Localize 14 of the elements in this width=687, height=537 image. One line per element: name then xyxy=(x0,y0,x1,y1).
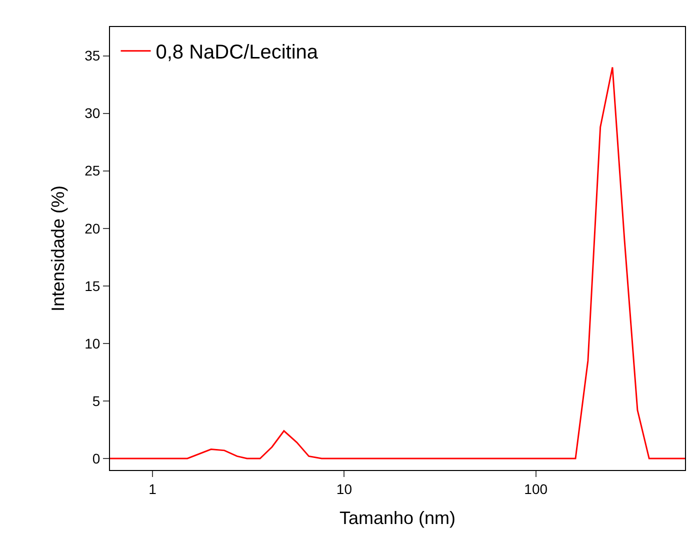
y-tick-label: 0 xyxy=(92,450,100,466)
x-tick-label: 10 xyxy=(336,480,352,497)
x-tick-label: 100 xyxy=(524,480,548,497)
y-tick-label: 25 xyxy=(84,162,100,179)
y-tick-label: 10 xyxy=(84,335,100,352)
y-tick-label: 20 xyxy=(84,220,100,236)
x-axis-title: Tamanho (nm) xyxy=(339,508,456,528)
x-tick-label: 1 xyxy=(148,480,157,497)
y-axis-title: Intensidade (%) xyxy=(48,185,68,312)
y-tick-label: 5 xyxy=(92,392,100,409)
y-tick-label: 35 xyxy=(84,48,100,64)
y-tick-label: 30 xyxy=(84,105,100,122)
y-tick-label: 15 xyxy=(84,278,100,294)
legend-label: 0,8 NaDC/Lecitina xyxy=(156,42,319,64)
